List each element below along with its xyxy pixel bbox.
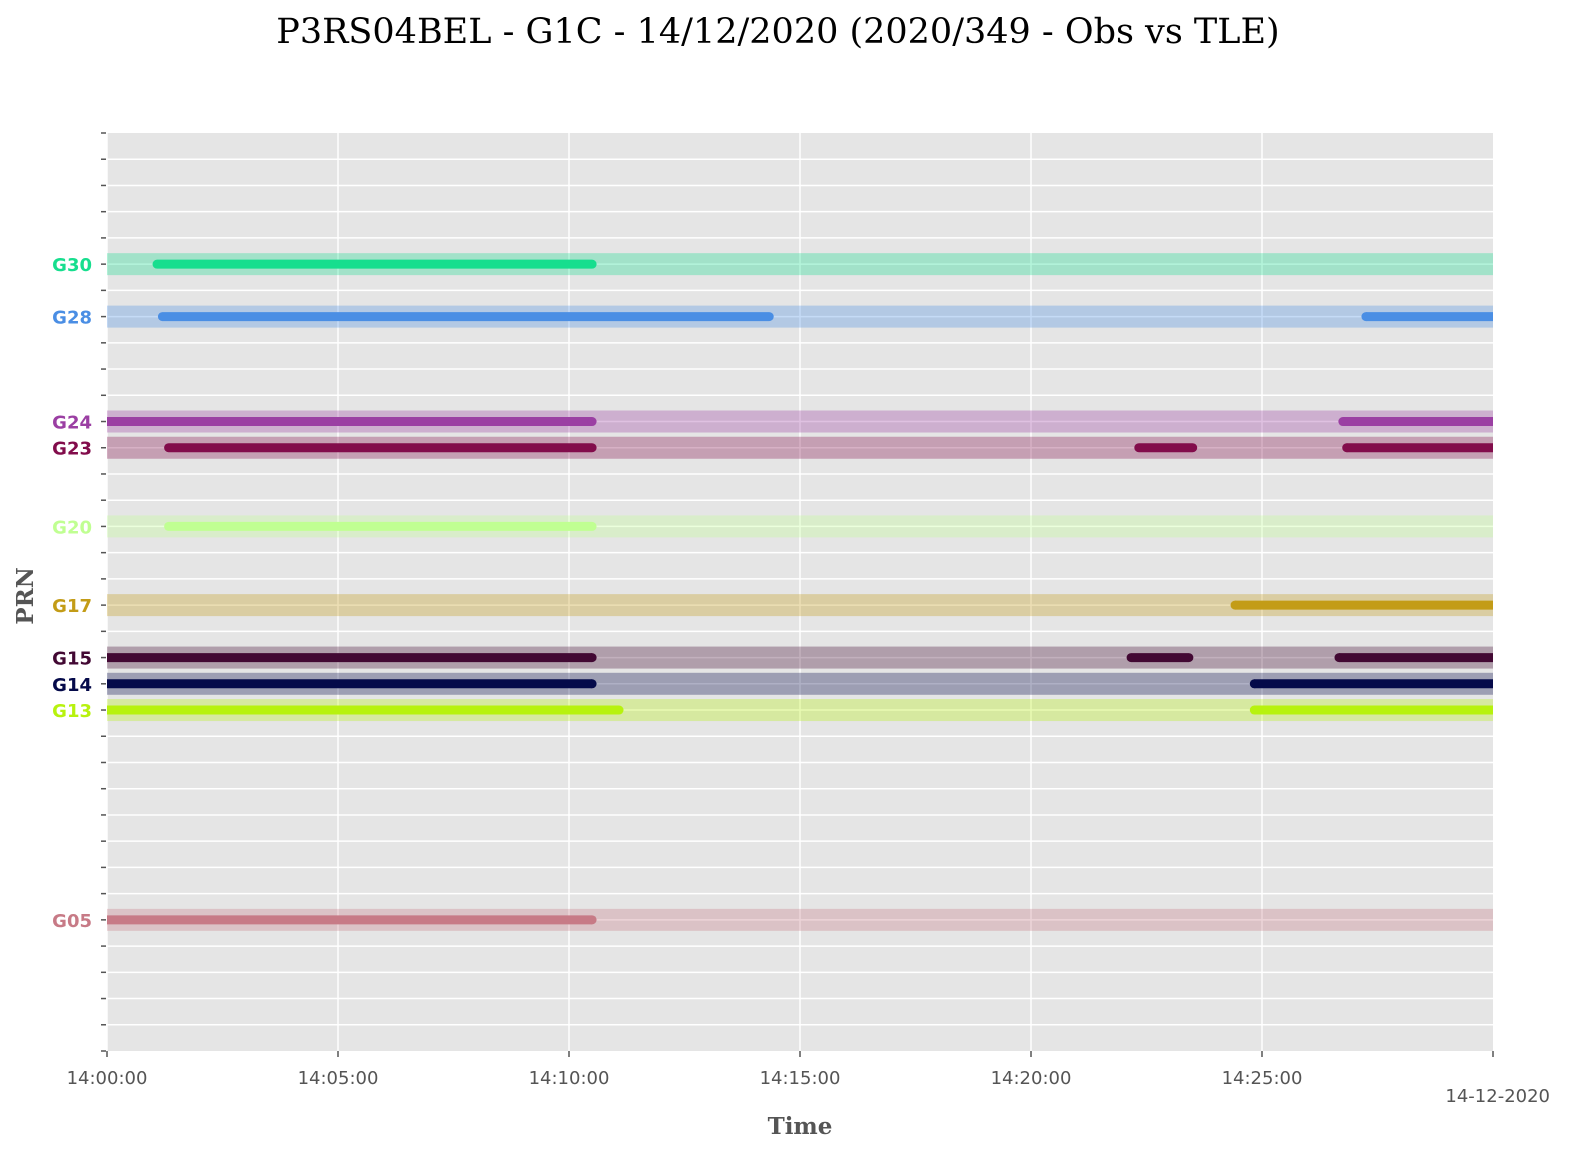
prn-label-g30: G30 <box>52 255 92 276</box>
obs-segment-cap <box>587 679 597 689</box>
y-axis-label: PRN <box>12 567 39 624</box>
tle-band-g28 <box>107 305 1493 328</box>
obs-segment-cap <box>587 653 597 663</box>
tle-band-g05 <box>107 908 1493 931</box>
prn-label-g23: G23 <box>52 439 92 460</box>
x-axis-label: Time <box>768 1113 833 1140</box>
x-tick-label: 14:05:00 <box>298 1068 379 1089</box>
obs-segment-cap <box>1249 705 1259 715</box>
obs-segment-cap <box>1342 443 1352 453</box>
chart-title: P3RS04BEL - G1C - 14/12/2020 (2020/349 -… <box>276 12 1279 52</box>
prn-label-g13: G13 <box>52 701 92 722</box>
prn-label-g14: G14 <box>52 675 92 696</box>
prn-label-g20: G20 <box>52 517 92 538</box>
x-tick-label: 14:25:00 <box>1222 1068 1303 1089</box>
x-tick-label: 14:10:00 <box>529 1068 610 1089</box>
obs-segment-cap <box>587 915 597 925</box>
tle-band-g24 <box>107 410 1493 433</box>
tle-bands <box>107 253 1493 931</box>
obs-segment-cap <box>614 705 624 715</box>
obs-segment-cap <box>1249 679 1259 689</box>
prn-label-g28: G28 <box>52 308 92 329</box>
tle-band-g20 <box>107 515 1493 538</box>
obs-segment-cap <box>1361 312 1371 322</box>
x-tick-label: 14:00:00 <box>67 1068 148 1089</box>
prn-label-g17: G17 <box>52 596 92 617</box>
x-tick-label: 14:20:00 <box>991 1068 1072 1089</box>
obs-segment-cap <box>1334 653 1344 663</box>
obs-segment-cap <box>1338 417 1348 427</box>
tle-band-g30 <box>107 253 1493 276</box>
tle-band-g15 <box>107 646 1493 669</box>
x-tick-label: 14:15:00 <box>760 1068 841 1089</box>
axes: 14:00:00 14:05:00 14:10:00 14:15:00 14:20:00… <box>67 132 1494 1089</box>
tle-band-g23 <box>107 436 1493 459</box>
tle-band-g13 <box>107 699 1493 722</box>
prn-label-g24: G24 <box>52 413 92 434</box>
prn-label-g05: G05 <box>52 911 92 932</box>
tle-band-g14 <box>107 672 1493 695</box>
date-label: 14-12-2020 <box>1445 1086 1550 1107</box>
tle-band-g17 <box>107 594 1493 617</box>
observation-segments <box>107 259 1493 925</box>
grid-lines <box>106 133 1493 1051</box>
obs-segment-cap <box>1230 600 1240 610</box>
prn-labels: G30 G28 G24 G23 G20 G17 G15 G14 G13 G05 <box>52 255 92 932</box>
prn-label-g15: G15 <box>52 649 92 670</box>
obs-segment-cap <box>587 417 597 427</box>
